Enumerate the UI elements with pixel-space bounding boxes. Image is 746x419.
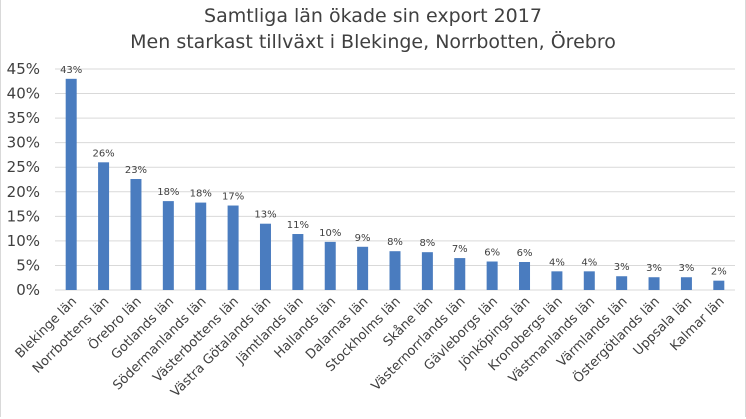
bar	[551, 271, 563, 290]
bar	[65, 78, 77, 290]
bar	[454, 258, 466, 290]
y-tick-label: 10%	[7, 232, 40, 250]
data-label: 10%	[319, 228, 341, 239]
data-label: 8%	[387, 237, 403, 248]
bar	[583, 271, 595, 290]
y-tick-label: 35%	[7, 109, 40, 127]
bar	[713, 280, 725, 290]
data-label: 4%	[581, 257, 597, 268]
y-tick-label: 5%	[16, 256, 40, 274]
data-label: 18%	[190, 189, 212, 200]
bar	[421, 252, 433, 290]
y-tick-label: 25%	[7, 158, 40, 176]
y-tick-label: 30%	[7, 134, 40, 152]
bar	[486, 261, 498, 290]
data-label: 18%	[157, 187, 179, 198]
bars	[65, 78, 725, 290]
data-label: 4%	[549, 257, 565, 268]
data-labels: 43% 26% 23% 18% 18% 17% 13% 11% 10% 9% 8% 8% 7% 6% 6% 4…	[60, 65, 727, 278]
data-label: 7%	[452, 244, 468, 255]
data-label: 43%	[60, 65, 82, 76]
data-label: 6%	[484, 248, 500, 259]
data-label: 13%	[254, 210, 276, 221]
bar	[227, 205, 239, 290]
y-tick-label: 45%	[7, 60, 40, 78]
bar	[130, 179, 142, 290]
data-label: 2%	[711, 267, 727, 278]
y-tick-label: 40%	[7, 85, 40, 103]
data-label: 3%	[614, 262, 630, 273]
chart-title: Samtliga län ökade sin export 2017	[204, 5, 542, 27]
data-label: 9%	[355, 233, 371, 244]
y-axis-ticks: 0% 5% 10% 15% 20% 25% 30% 35% 40% 45%	[7, 60, 40, 299]
chart-subtitle: Men starkast tillväxt i Blekinge, Norrbo…	[130, 31, 616, 53]
bar	[680, 277, 692, 290]
bar	[259, 223, 271, 290]
bar	[292, 234, 304, 290]
data-label: 3%	[678, 263, 694, 274]
data-label: 11%	[287, 220, 309, 231]
bar	[324, 241, 336, 290]
data-label: 23%	[125, 165, 147, 176]
data-label: 26%	[92, 148, 114, 159]
bar	[162, 201, 174, 290]
bar	[357, 246, 369, 290]
data-label: 6%	[517, 248, 533, 259]
bar	[616, 276, 628, 290]
data-label: 8%	[419, 238, 435, 249]
bar	[648, 277, 660, 290]
bar	[519, 262, 531, 290]
bar	[389, 251, 401, 290]
y-tick-label: 20%	[7, 183, 40, 201]
y-tick-label: 15%	[7, 207, 40, 225]
data-label: 17%	[222, 192, 244, 203]
bar	[195, 202, 207, 290]
data-label: 3%	[646, 263, 662, 274]
y-tick-label: 0%	[16, 281, 40, 299]
bar	[98, 162, 110, 290]
